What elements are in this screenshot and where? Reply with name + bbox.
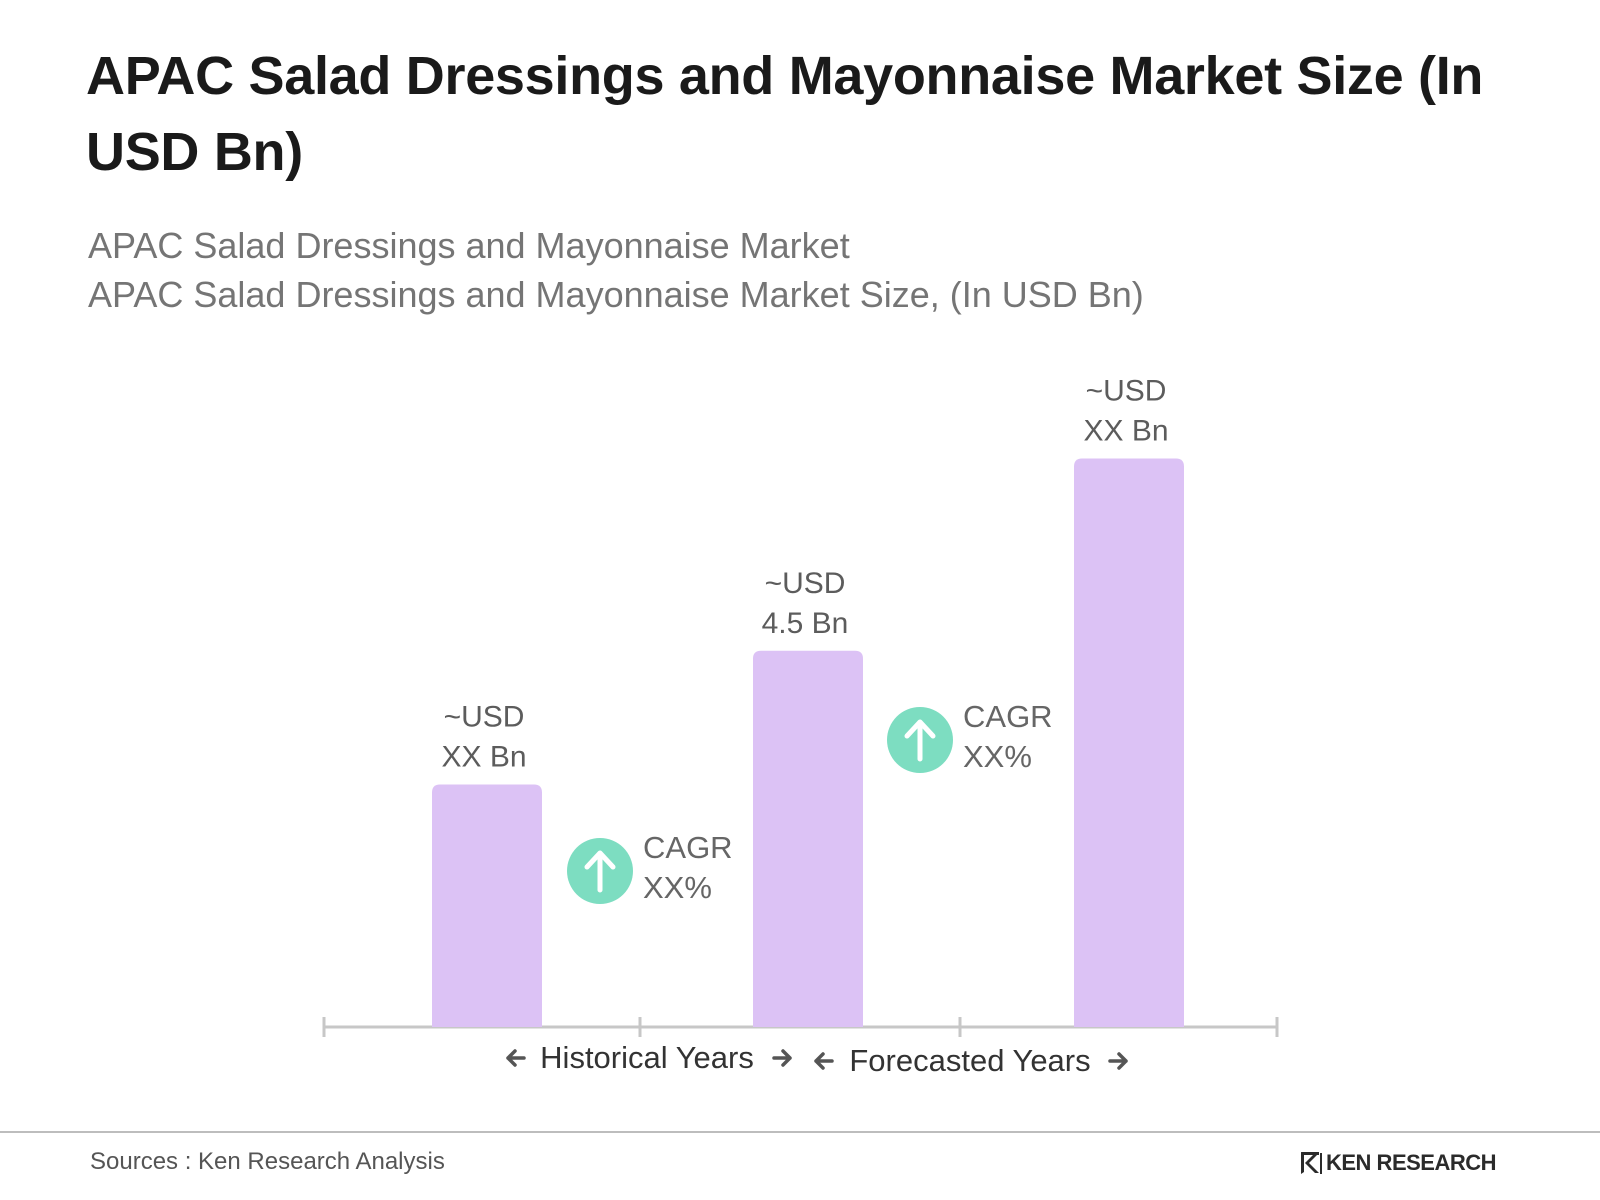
cagr-value: XX% bbox=[963, 739, 1032, 774]
bar-data-label-value: 4.5 Bn bbox=[762, 607, 849, 640]
footer-divider bbox=[0, 1131, 1600, 1133]
bar-data-label-prefix: ~USD bbox=[765, 567, 846, 600]
ken-research-logo-icon bbox=[1301, 1152, 1322, 1174]
arrow-left-icon bbox=[814, 1052, 834, 1070]
period-label: Forecasted Years bbox=[849, 1043, 1090, 1078]
bar-data-label-value: XX Bn bbox=[441, 741, 526, 774]
cagr-label: CAGR bbox=[643, 830, 733, 865]
bar bbox=[432, 784, 542, 1027]
source-note: Sources : Ken Research Analysis bbox=[90, 1148, 445, 1175]
arrow-right-icon bbox=[772, 1049, 792, 1067]
brand-name: KEN RESEARCH bbox=[1326, 1150, 1497, 1175]
cagr-value: XX% bbox=[643, 870, 712, 905]
arrow-up-icon bbox=[904, 719, 936, 762]
bar bbox=[1074, 458, 1184, 1027]
page-title: APAC Salad Dressings and Mayonnaise Mark… bbox=[86, 46, 1484, 182]
chart-subtitle-1: APAC Salad Dressings and Mayonnaise Mark… bbox=[88, 225, 850, 266]
period-label: Historical Years bbox=[540, 1040, 754, 1075]
bar bbox=[753, 650, 863, 1027]
chart-subtitle-2: APAC Salad Dressings and Mayonnaise Mark… bbox=[88, 274, 1144, 315]
arrow-left-icon bbox=[506, 1049, 526, 1067]
cagr-label: CAGR bbox=[963, 699, 1053, 734]
brand-logo: KEN RESEARCH bbox=[1298, 1150, 1497, 1176]
arrow-right-icon bbox=[1108, 1052, 1128, 1070]
bar-data-label-prefix: ~USD bbox=[444, 701, 525, 734]
arrow-up-icon bbox=[584, 850, 616, 893]
bar-data-label-value: XX Bn bbox=[1083, 415, 1168, 448]
bar-data-label-prefix: ~USD bbox=[1086, 375, 1167, 408]
